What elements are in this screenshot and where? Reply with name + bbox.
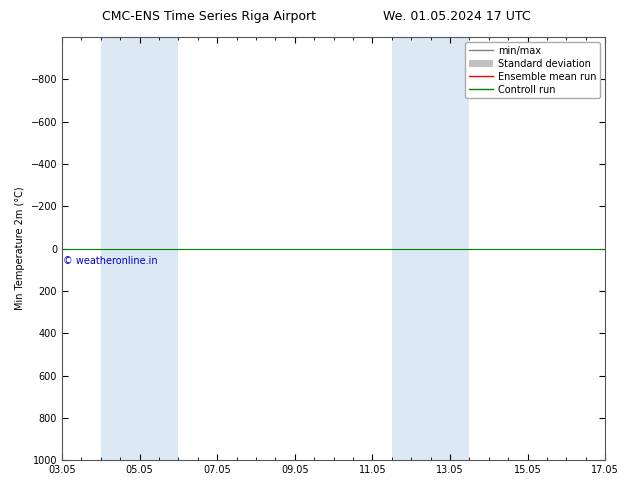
Text: We. 01.05.2024 17 UTC: We. 01.05.2024 17 UTC bbox=[383, 10, 530, 23]
Bar bbox=[101, 37, 178, 460]
Y-axis label: Min Temperature 2m (°C): Min Temperature 2m (°C) bbox=[15, 187, 25, 310]
Bar bbox=[392, 37, 469, 460]
Text: CMC-ENS Time Series Riga Airport: CMC-ENS Time Series Riga Airport bbox=[102, 10, 316, 23]
Text: © weatheronline.in: © weatheronline.in bbox=[63, 256, 157, 266]
Legend: min/max, Standard deviation, Ensemble mean run, Controll run: min/max, Standard deviation, Ensemble me… bbox=[465, 42, 600, 98]
